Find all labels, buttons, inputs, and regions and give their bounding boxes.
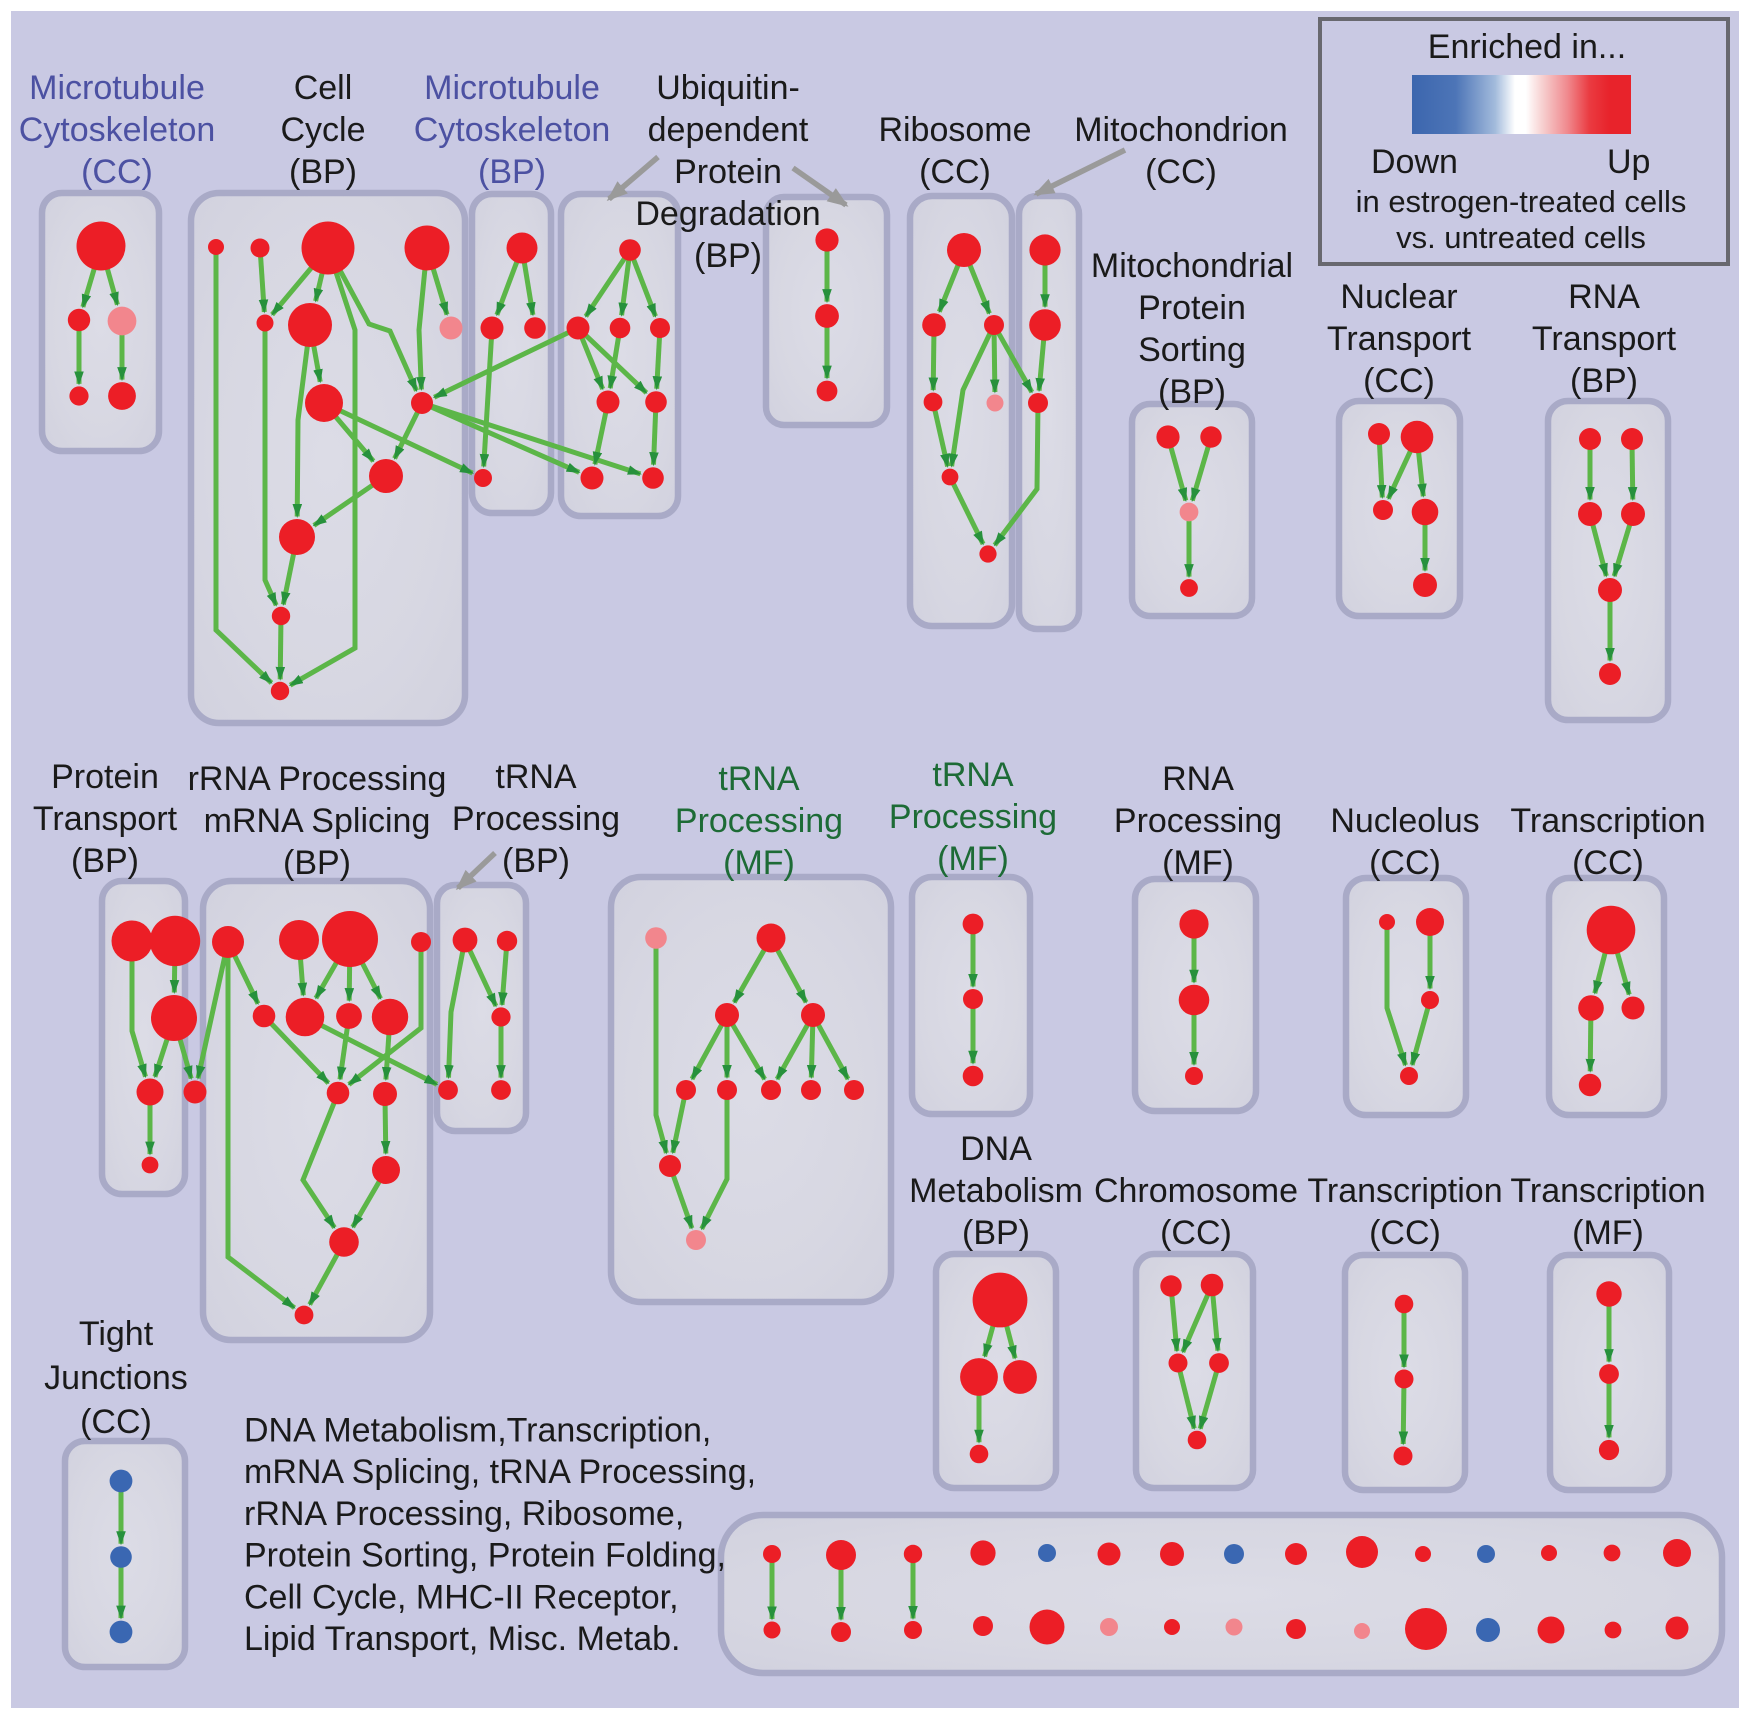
svg-text:Protein: Protein — [674, 153, 782, 191]
svg-text:(BP): (BP) — [289, 153, 357, 191]
svg-text:Cell: Cell — [294, 69, 353, 107]
svg-text:mRNA Splicing: mRNA Splicing — [204, 802, 431, 840]
svg-text:Mitochondrion: Mitochondrion — [1074, 111, 1288, 149]
svg-text:dependent: dependent — [648, 111, 809, 149]
svg-text:Transcription: Transcription — [1510, 802, 1705, 840]
svg-text:(BP): (BP) — [962, 1214, 1030, 1252]
svg-text:(BP): (BP) — [283, 844, 351, 882]
svg-text:Transcription: Transcription — [1510, 1172, 1705, 1210]
svg-text:vs. untreated cells: vs. untreated cells — [1396, 220, 1646, 255]
svg-text:Lipid Transport, Misc. Metab.: Lipid Transport, Misc. Metab. — [244, 1620, 681, 1658]
svg-text:Tight: Tight — [79, 1315, 154, 1353]
svg-text:Processing: Processing — [1114, 802, 1282, 840]
svg-text:Nuclear: Nuclear — [1340, 278, 1457, 316]
svg-text:Transport: Transport — [1532, 320, 1677, 358]
svg-text:Protein: Protein — [51, 758, 159, 796]
svg-text:Cytoskeleton: Cytoskeleton — [19, 111, 216, 149]
svg-text:(CC): (CC) — [1572, 844, 1644, 882]
svg-text:(CC): (CC) — [1369, 1214, 1441, 1252]
svg-text:Mitochondrial: Mitochondrial — [1091, 247, 1293, 285]
svg-text:Degradation: Degradation — [635, 195, 820, 233]
svg-text:tRNA: tRNA — [932, 756, 1014, 794]
svg-text:Transport: Transport — [1327, 320, 1472, 358]
svg-text:Enriched in...: Enriched in... — [1428, 28, 1626, 66]
svg-text:Chromosome: Chromosome — [1094, 1172, 1298, 1210]
svg-text:Up: Up — [1607, 143, 1650, 181]
svg-text:Cytoskeleton: Cytoskeleton — [414, 111, 611, 149]
svg-text:Protein Sorting, Protein Foldi: Protein Sorting, Protein Folding, — [244, 1537, 726, 1575]
svg-text:Junctions: Junctions — [44, 1359, 188, 1397]
svg-text:(MF): (MF) — [723, 844, 795, 882]
svg-text:(CC): (CC) — [919, 153, 991, 191]
svg-text:Processing: Processing — [675, 802, 843, 840]
svg-text:(BP): (BP) — [1158, 373, 1226, 411]
svg-text:Metabolism: Metabolism — [909, 1172, 1083, 1210]
svg-text:Microtubule: Microtubule — [424, 69, 600, 107]
svg-text:(CC): (CC) — [1369, 844, 1441, 882]
svg-text:(BP): (BP) — [502, 842, 570, 880]
svg-text:Nucleolus: Nucleolus — [1330, 802, 1479, 840]
svg-text:Microtubule: Microtubule — [29, 69, 205, 107]
svg-text:mRNA Splicing, tRNA Processing: mRNA Splicing, tRNA Processing, — [244, 1453, 756, 1491]
svg-text:(BP): (BP) — [694, 237, 762, 275]
svg-text:(CC): (CC) — [1363, 362, 1435, 400]
svg-text:(CC): (CC) — [80, 1403, 152, 1441]
svg-text:rRNA Processing: rRNA Processing — [188, 760, 447, 798]
svg-text:(CC): (CC) — [81, 153, 153, 191]
svg-text:Processing: Processing — [452, 800, 620, 838]
svg-text:DNA: DNA — [960, 1130, 1032, 1168]
svg-text:Sorting: Sorting — [1138, 331, 1246, 369]
svg-text:Protein: Protein — [1138, 289, 1246, 327]
svg-text:DNA Metabolism,Transcription,: DNA Metabolism,Transcription, — [244, 1412, 711, 1450]
svg-text:rRNA Processing, Ribosome,: rRNA Processing, Ribosome, — [244, 1495, 684, 1533]
svg-text:(BP): (BP) — [71, 842, 139, 880]
svg-text:RNA: RNA — [1568, 278, 1640, 316]
svg-text:Ubiquitin-: Ubiquitin- — [656, 69, 800, 107]
svg-text:tRNA: tRNA — [495, 758, 577, 796]
svg-text:Processing: Processing — [889, 798, 1057, 836]
svg-text:(CC): (CC) — [1160, 1214, 1232, 1252]
svg-text:Down: Down — [1371, 143, 1458, 181]
svg-text:(MF): (MF) — [1162, 844, 1234, 882]
svg-text:Transcription: Transcription — [1307, 1172, 1502, 1210]
svg-text:Cycle: Cycle — [280, 111, 365, 149]
svg-text:tRNA: tRNA — [718, 760, 800, 798]
svg-text:(MF): (MF) — [937, 840, 1009, 878]
svg-text:Transport: Transport — [33, 800, 178, 838]
svg-text:Ribosome: Ribosome — [878, 111, 1031, 149]
svg-text:in estrogen-treated cells: in estrogen-treated cells — [1356, 184, 1687, 219]
svg-text:(BP): (BP) — [478, 153, 546, 191]
svg-text:RNA: RNA — [1162, 760, 1234, 798]
svg-text:(MF): (MF) — [1572, 1214, 1644, 1252]
svg-text:Cell Cycle, MHC-II Receptor,: Cell Cycle, MHC-II Receptor, — [244, 1578, 679, 1616]
svg-text:(CC): (CC) — [1145, 153, 1217, 191]
svg-text:(BP): (BP) — [1570, 362, 1638, 400]
